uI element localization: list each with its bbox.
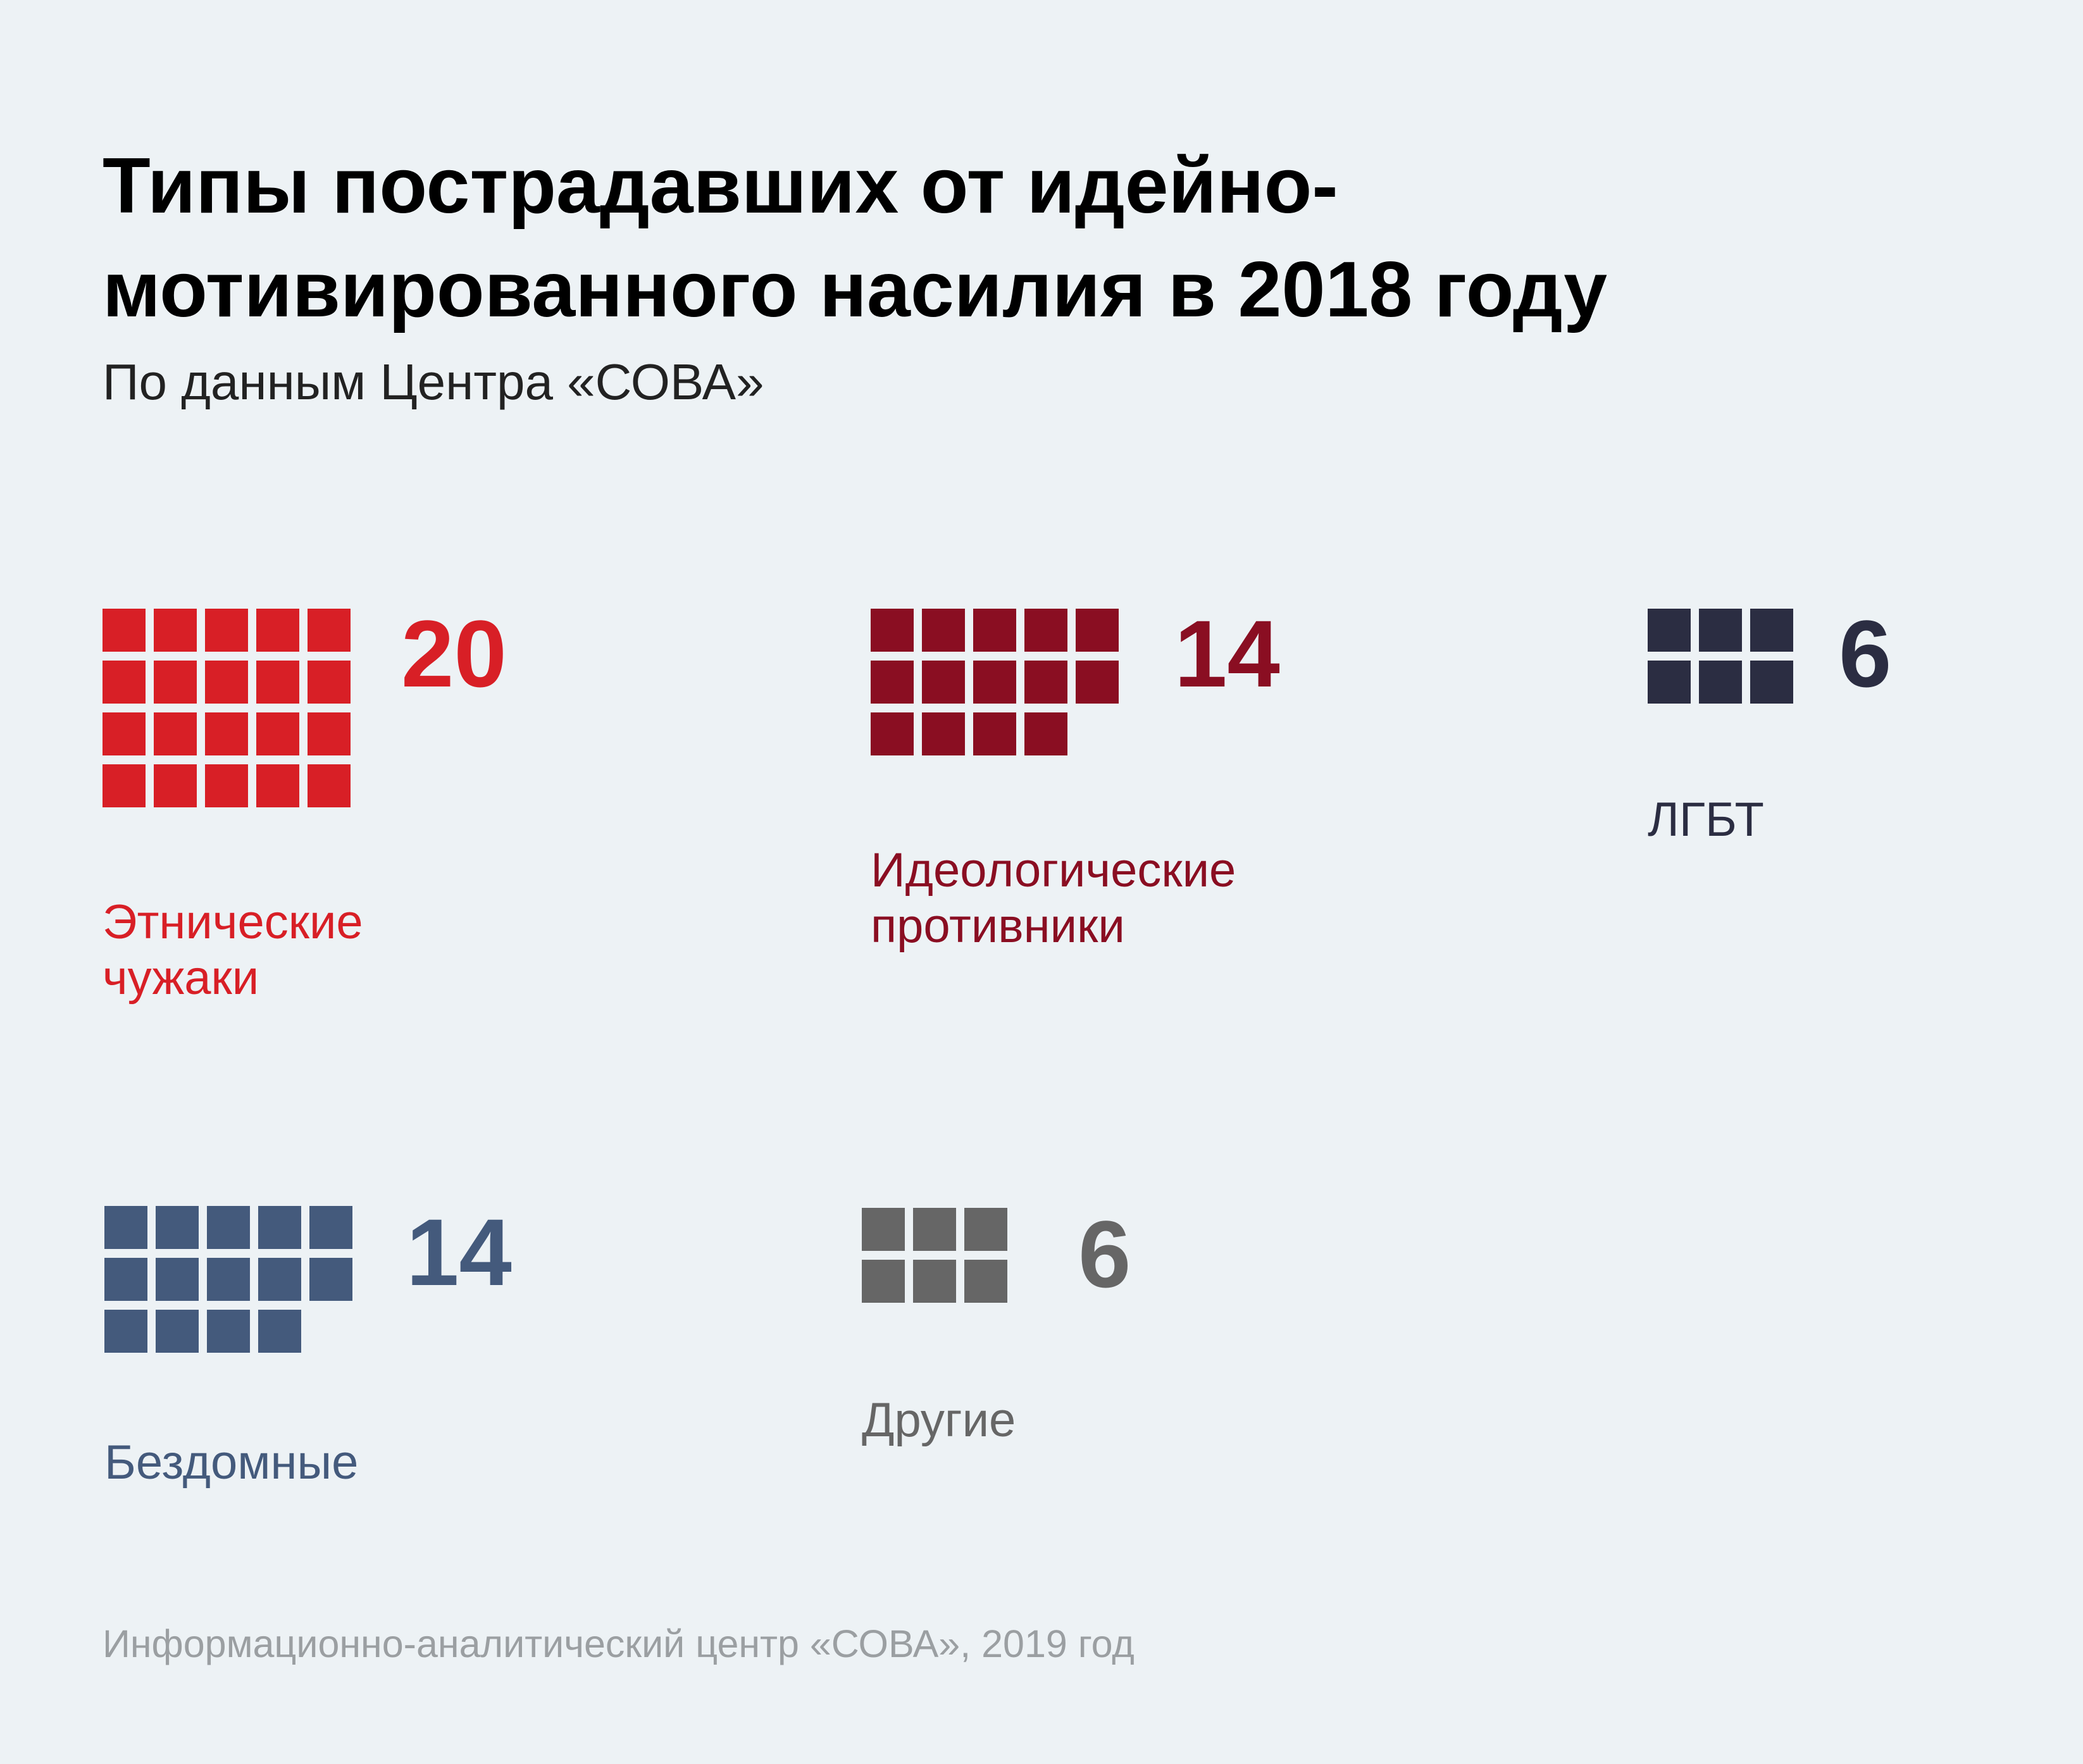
label-ideological-line-1: Идеологические (871, 843, 1236, 897)
label-lgbt: ЛГБТ (1648, 792, 1764, 848)
count-ideological: 14 (1174, 600, 1280, 707)
label-ethnic-line-2: чужаки (103, 951, 259, 1005)
pictogram-square-ideological (922, 712, 965, 755)
pictogram-square-ideological (1076, 609, 1119, 652)
category-lgbt: 6 ЛГБТ (1648, 600, 2083, 1052)
pictogram-homeless (104, 1206, 352, 1353)
pictogram-ideological (871, 609, 1119, 755)
pictogram-square-homeless (309, 1206, 352, 1249)
pictogram-lgbt (1648, 609, 1793, 704)
pictogram-square-lgbt (1699, 661, 1742, 704)
pictogram-square-ethnic (103, 712, 146, 755)
pictogram-square-ethnic (205, 609, 248, 652)
label-other-line-1: Другие (862, 1393, 1016, 1447)
pictogram-square-other (862, 1260, 905, 1303)
pictogram-square-other (913, 1260, 956, 1303)
pictogram-square-homeless (156, 1206, 199, 1249)
pictogram-square-ethnic (256, 712, 299, 755)
pictogram-square-ideological (871, 609, 914, 652)
pictogram-square-ethnic (103, 609, 146, 652)
pictogram-square-ethnic (308, 609, 351, 652)
count-other: 6 (1078, 1201, 1131, 1307)
pictogram-square-ideological (973, 661, 1016, 704)
pictogram-square-ethnic (154, 712, 197, 755)
label-other: Другие (862, 1393, 1016, 1448)
chart-title: Типы пострадавших от идейно- мотивирован… (103, 134, 1937, 342)
pictogram-square-ethnic (103, 764, 146, 807)
pictogram-square-lgbt (1648, 609, 1691, 652)
count-ethnic: 20 (401, 600, 507, 707)
count-homeless: 14 (406, 1199, 512, 1305)
pictogram-square-ethnic (205, 764, 248, 807)
pictogram-square-ideological (1076, 661, 1119, 704)
pictogram-square-ideological (922, 661, 965, 704)
pictogram-square-ideological (1024, 661, 1067, 704)
count-lgbt: 6 (1839, 600, 1892, 707)
pictogram-square-homeless (104, 1258, 147, 1301)
pictogram-square-homeless (258, 1258, 301, 1301)
pictogram-square-ethnic (205, 712, 248, 755)
pictogram-square-ethnic (256, 609, 299, 652)
pictogram-square-lgbt (1750, 609, 1793, 652)
pictogram-square-ideological (1024, 712, 1067, 755)
pictogram-square-ethnic (256, 661, 299, 704)
label-ethnic-line-1: Этнические (103, 895, 363, 949)
category-ethnic: 20 Этнические чужаки (103, 600, 672, 1052)
pictogram-other (862, 1208, 1007, 1303)
pictogram-square-ethnic (308, 764, 351, 807)
category-ideological: 14 Идеологические противники (871, 600, 1440, 1052)
source-note: Информационно-аналитический центр «СОВА»… (103, 1622, 1135, 1665)
pictogram-square-ethnic (205, 661, 248, 704)
pictogram-square-homeless (258, 1310, 301, 1353)
pictogram-square-ideological (973, 712, 1016, 755)
pictogram-square-homeless (207, 1258, 250, 1301)
pictogram-square-homeless (104, 1206, 147, 1249)
label-homeless: Бездомные (104, 1435, 358, 1491)
pictogram-square-homeless (207, 1206, 250, 1249)
pictogram-square-other (964, 1208, 1007, 1251)
pictogram-square-other (964, 1260, 1007, 1303)
pictogram-square-ethnic (103, 661, 146, 704)
pictogram-square-ideological (871, 661, 914, 704)
pictogram-square-homeless (104, 1310, 147, 1353)
pictogram-square-ethnic (308, 712, 351, 755)
pictogram-square-lgbt (1648, 661, 1691, 704)
label-ideological-line-2: противники (871, 899, 1125, 953)
pictogram-square-ethnic (154, 609, 197, 652)
category-other: 6 Другие (862, 1201, 1431, 1651)
title-line-2: мотивированного насилия в 2018 году (103, 246, 1608, 333)
pictogram-square-other (862, 1208, 905, 1251)
pictogram-square-ethnic (308, 661, 351, 704)
chart-subtitle: По данным Центра «СОВА» (103, 354, 764, 410)
pictogram-square-homeless (156, 1258, 199, 1301)
label-homeless-line-1: Бездомные (104, 1436, 359, 1489)
pictogram-square-homeless (207, 1310, 250, 1353)
pictogram-square-lgbt (1750, 661, 1793, 704)
title-line-1: Типы пострадавших от идейно- (103, 142, 1338, 230)
pictogram-square-ideological (922, 609, 965, 652)
pictogram-square-homeless (258, 1206, 301, 1249)
label-ideological: Идеологические противники (871, 843, 1236, 954)
pictogram-square-ethnic (154, 764, 197, 807)
pictogram-square-ideological (1024, 609, 1067, 652)
pictogram-square-lgbt (1699, 609, 1742, 652)
label-lgbt-line-1: ЛГБТ (1648, 793, 1764, 847)
pictogram-square-ideological (973, 609, 1016, 652)
pictogram-square-other (913, 1208, 956, 1251)
category-homeless: 14 Бездомные (104, 1199, 674, 1649)
pictogram-square-homeless (156, 1310, 199, 1353)
pictogram-ethnic (103, 609, 351, 807)
pictogram-square-homeless (309, 1258, 352, 1301)
pictogram-square-ethnic (154, 661, 197, 704)
pictogram-square-ethnic (256, 764, 299, 807)
pictogram-square-ideological (871, 712, 914, 755)
label-ethnic: Этнические чужаки (103, 895, 363, 1006)
